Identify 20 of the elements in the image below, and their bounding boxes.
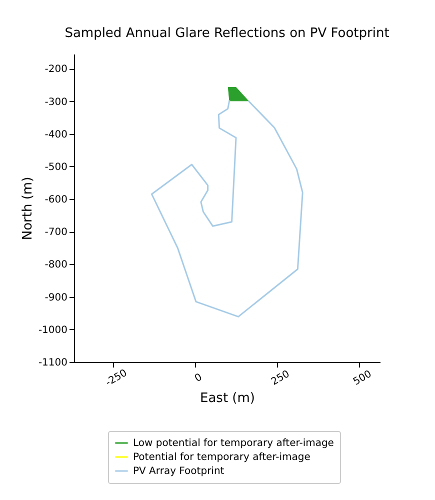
y-tick-label: -400: [44, 129, 68, 140]
y-tick-label: -1100: [38, 358, 68, 368]
x-tick-label: 500: [352, 368, 374, 388]
legend-label: Low potential for temporary after-image: [133, 438, 334, 449]
legend-label: Potential for temporary after-image: [133, 452, 310, 463]
y-axis-title: North (m): [20, 176, 36, 240]
legend-label: PV Array Footprint: [133, 466, 224, 477]
x-tick-label: 250: [270, 368, 292, 388]
y-tick-label: -500: [44, 162, 68, 173]
y-tick-label: -1000: [38, 324, 68, 336]
x-tick-label: 0: [193, 372, 204, 385]
chart-title: Sampled Annual Glare Reflections on PV Footprint: [64, 26, 390, 41]
y-tick-label: -600: [44, 194, 68, 206]
x-tick-label: -250: [104, 368, 130, 389]
y-tick-label: -900: [44, 292, 68, 304]
y-tick-label: -200: [44, 64, 68, 76]
y-tick-label: -700: [44, 227, 68, 238]
y-tick-label: -300: [44, 96, 68, 108]
x-axis-title: East (m): [200, 390, 255, 406]
y-tick-label: -800: [44, 260, 68, 271]
